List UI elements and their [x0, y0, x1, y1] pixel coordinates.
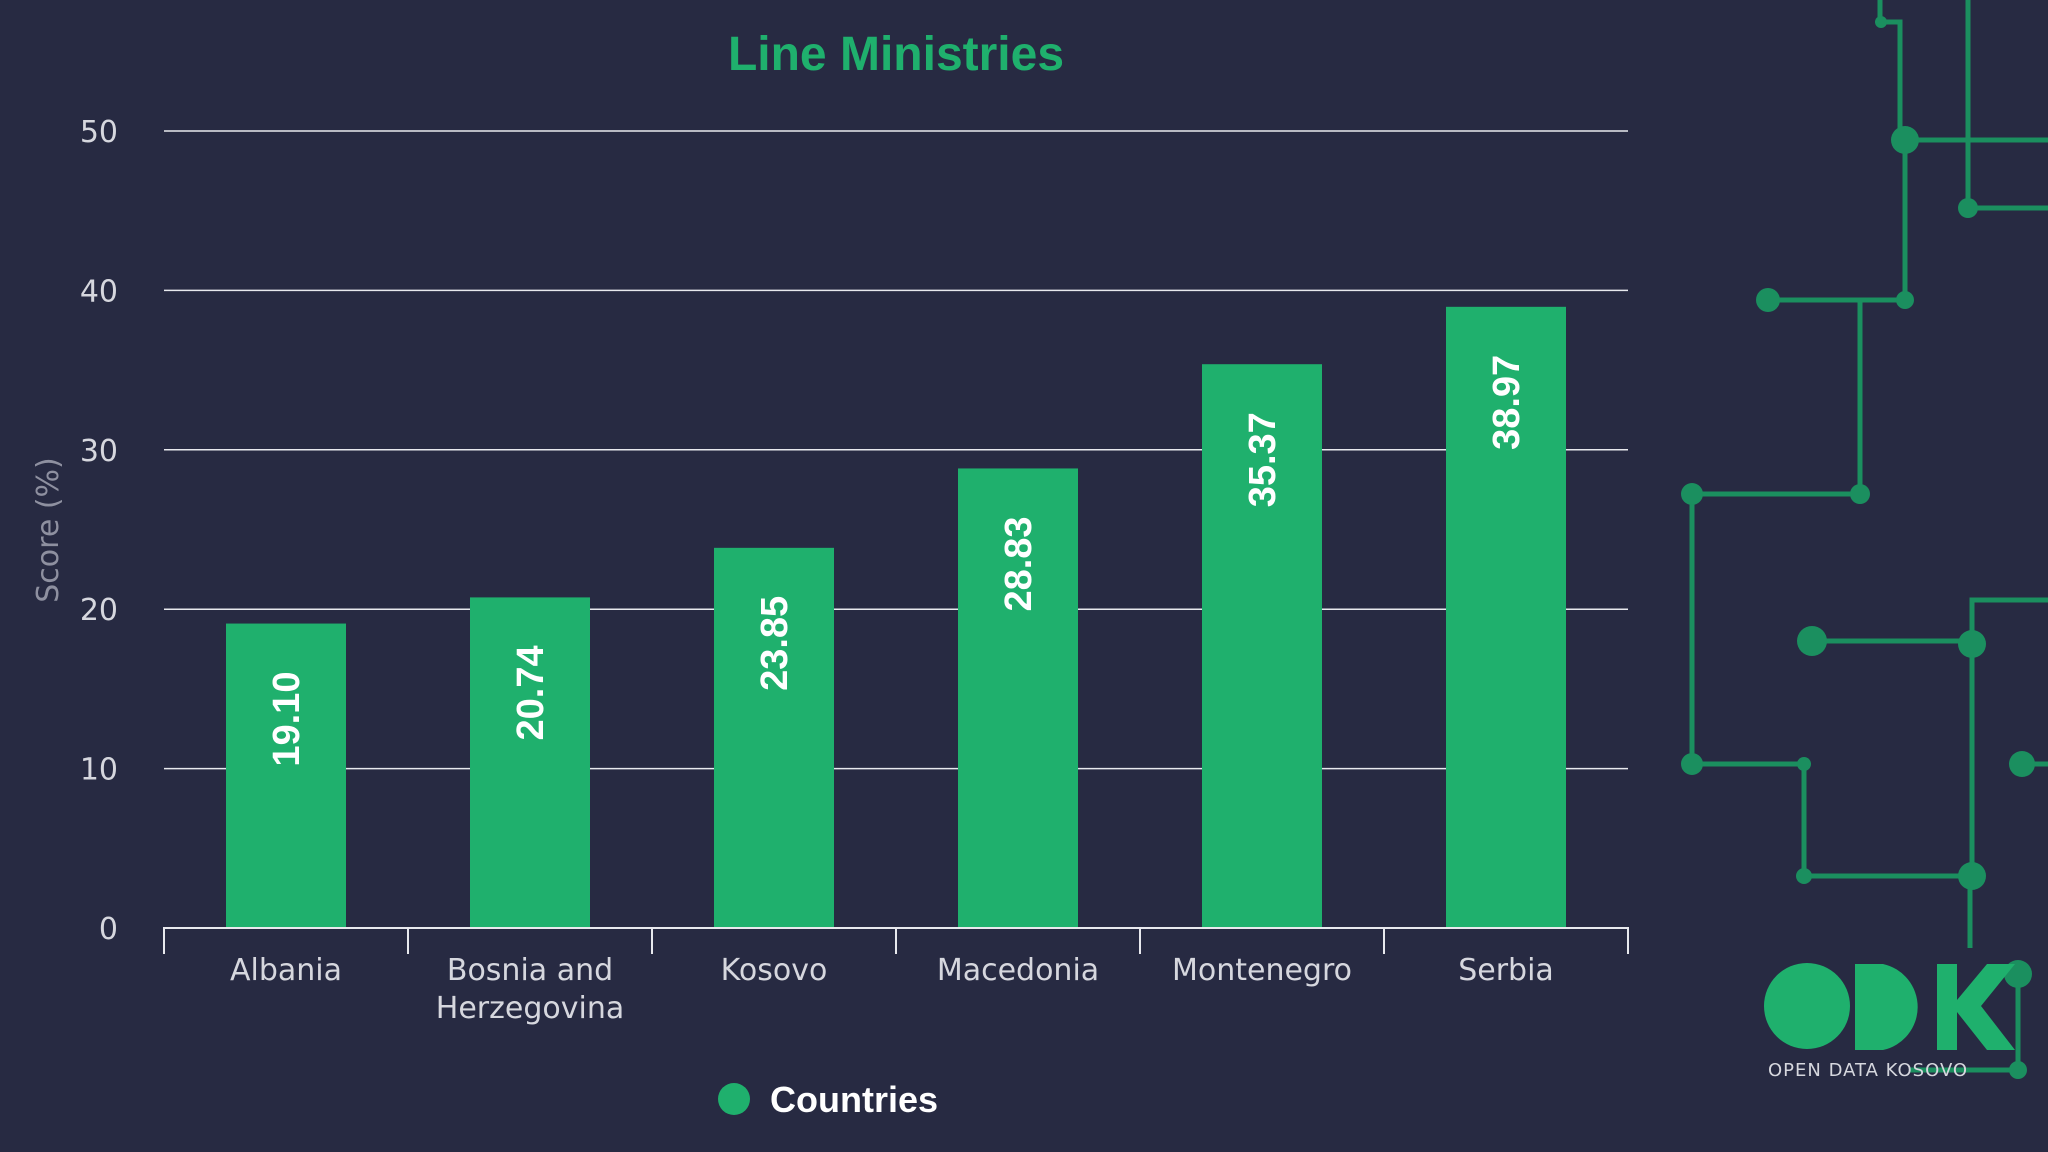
y-axis-ticks: 0 10 20 30 40 50: [80, 115, 118, 947]
odk-logo: OPEN DATA KOSOVO: [1764, 963, 2015, 1081]
circuit-node-9: [1797, 757, 1811, 771]
legend[interactable]: Countries: [718, 1079, 938, 1120]
value-label-0: 19.10: [266, 672, 308, 767]
x-tick-label-5: Serbia: [1458, 953, 1554, 988]
bar-1: [470, 597, 590, 928]
circuit-trace-4: [1692, 761, 1973, 948]
circuit-node-4: [1850, 484, 1870, 504]
legend-swatch-countries: [718, 1083, 750, 1115]
circuit-decoration: [1681, 0, 2048, 1079]
y-tick-label-10: 10: [80, 753, 118, 788]
bar-4: [1202, 364, 1322, 928]
y-axis-label: Score (%): [31, 457, 66, 602]
circuit-node-10: [1796, 868, 1812, 884]
circuit-node-3: [1896, 291, 1914, 309]
y-tick-label-50: 50: [80, 115, 118, 150]
x-axis: [163, 927, 1629, 954]
circuit-node-0: [1891, 126, 1919, 154]
circuit-node-15: [1875, 16, 1887, 28]
x-tick-label-line: Macedonia: [937, 953, 1099, 988]
circuit-node-14: [2009, 1061, 2027, 1079]
value-label-2: 23.85: [754, 596, 796, 691]
circuit-trace-5: [1812, 597, 2048, 644]
odk-logo-mark: [1764, 963, 2015, 1050]
value-label-1: 20.74: [510, 645, 552, 740]
x-tick-label-line: Montenegro: [1172, 953, 1352, 988]
value-label-3: 28.83: [998, 516, 1040, 611]
x-tick-label-3: Macedonia: [937, 953, 1099, 988]
circuit-trace-3: [1689, 300, 1863, 764]
x-tick-label-1: Bosnia and Herzegovina: [436, 953, 624, 1026]
value-label-5: 38.97: [1486, 355, 1528, 450]
circuit-node-2: [1756, 288, 1780, 312]
bar-2: [714, 547, 834, 928]
value-labels: 19.10 20.74 23.85 28.83 35.37 38.97: [266, 355, 1528, 767]
x-tick-label-line: Bosnia and: [447, 953, 613, 988]
x-tick-label-2: Kosovo: [721, 953, 828, 988]
legend-label-countries: Countries: [770, 1079, 938, 1120]
circuit-node-6: [1797, 626, 1827, 656]
y-tick-label-20: 20: [80, 593, 118, 628]
bar-3: [958, 468, 1078, 928]
y-tick-label-30: 30: [80, 434, 118, 469]
circuit-node-8: [1681, 753, 1703, 775]
x-tick-label-line: Serbia: [1458, 953, 1554, 988]
circuit-trace-8: [1910, 974, 2021, 1073]
x-tick-label-0: Albania: [230, 953, 342, 988]
y-tick-label-40: 40: [80, 274, 118, 309]
x-tick-label-4: Montenegro: [1172, 953, 1352, 988]
circuit-node-11: [1958, 862, 1986, 890]
value-label-4: 35.37: [1242, 412, 1284, 507]
circuit-node-12: [2009, 751, 2035, 777]
x-tick-label-line: Kosovo: [721, 953, 828, 988]
circuit-trace-2: [1768, 140, 1908, 303]
circuit-node-1: [1958, 198, 1978, 218]
chart-title: Line Ministries: [728, 28, 1064, 81]
x-axis-labels: Albania Bosnia and Herzegovina Kosovo Macedo…: [230, 953, 1554, 1026]
x-tick-label-line: Albania: [230, 953, 342, 988]
bar-0: [226, 623, 346, 928]
bars: [226, 306, 1566, 928]
bar-5: [1446, 306, 1566, 928]
odk-logo-caption: OPEN DATA KOSOVO: [1768, 1060, 1968, 1081]
y-tick-label-0: 0: [99, 912, 118, 947]
x-tick-label-line: Herzegovina: [436, 991, 624, 1026]
circuit-trace-1: [1965, 0, 2048, 211]
circuit-node-5: [1681, 483, 1703, 505]
circuit-trace-0: [1877, 0, 2048, 143]
gridlines: [164, 130, 1628, 770]
circuit-node-7: [1958, 630, 1986, 658]
